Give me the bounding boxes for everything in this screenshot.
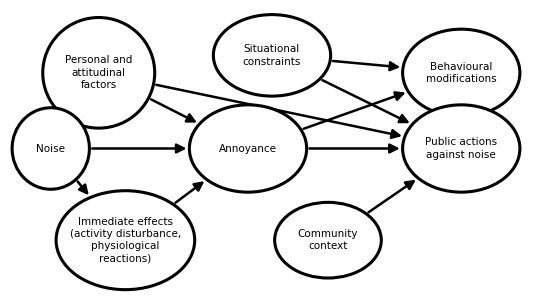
Ellipse shape <box>403 105 520 192</box>
Ellipse shape <box>12 108 89 189</box>
Text: Personal and
attitudinal
factors: Personal and attitudinal factors <box>65 56 132 90</box>
Ellipse shape <box>56 191 195 290</box>
Text: Situational
constraints: Situational constraints <box>243 44 301 67</box>
Ellipse shape <box>43 18 154 128</box>
Text: Noise: Noise <box>36 143 65 154</box>
Ellipse shape <box>275 202 381 278</box>
Text: Immediate effects
(activity disturbance,
physiological
reactions): Immediate effects (activity disturbance,… <box>70 217 181 264</box>
Ellipse shape <box>189 105 307 192</box>
Ellipse shape <box>403 29 520 116</box>
Text: Behavioural
modifications: Behavioural modifications <box>426 61 497 84</box>
Text: Annoyance: Annoyance <box>219 143 277 154</box>
Text: Community
context: Community context <box>298 229 358 251</box>
Ellipse shape <box>213 15 331 96</box>
Text: Public actions
against noise: Public actions against noise <box>425 137 497 160</box>
